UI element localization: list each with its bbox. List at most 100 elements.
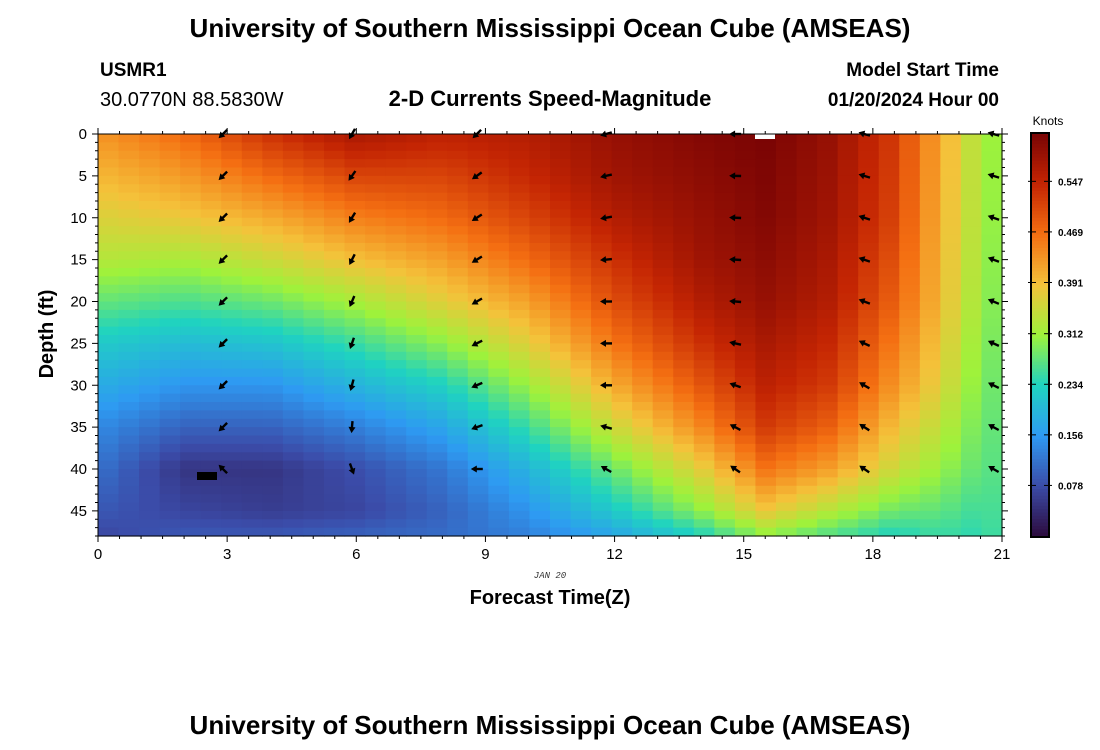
heatmap-cell [282, 293, 305, 303]
heatmap-cell [550, 167, 572, 177]
heatmap-cell [632, 284, 654, 294]
heatmap-cell [221, 318, 243, 328]
heatmap-cell [673, 485, 695, 495]
heatmap-cell [632, 201, 654, 210]
heatmap-cell [447, 494, 469, 504]
heatmap-cell [200, 318, 222, 328]
heatmap-cell [652, 360, 674, 370]
heatmap-cell [159, 251, 181, 261]
chart-subtitle: 2-D Currents Speed-Magnitude [389, 86, 712, 111]
heatmap-cell [159, 335, 181, 344]
heatmap-cell [570, 427, 592, 437]
heatmap-cell [139, 410, 161, 420]
heatmap-cell [919, 209, 941, 219]
heatmap-cell [529, 335, 551, 344]
heatmap-cell [755, 293, 777, 303]
arrow-head [729, 172, 736, 180]
heatmap-cell [508, 460, 531, 470]
heatmap-cell [344, 201, 366, 210]
current-arrow [600, 381, 612, 389]
heatmap-cell [529, 460, 551, 470]
arrow-head [471, 382, 479, 389]
heatmap-cell [303, 251, 325, 261]
heatmap-cell [180, 226, 202, 236]
heatmap-cell [365, 368, 387, 378]
colorbar-segment [1032, 304, 1048, 309]
colorbar-segment [1032, 207, 1048, 212]
heatmap-cell [365, 519, 387, 529]
heatmap-cell [837, 251, 859, 261]
heatmap-cell [159, 326, 181, 336]
heatmap-cell [303, 209, 325, 219]
current-arrow [729, 382, 742, 389]
heatmap-cell [611, 360, 633, 370]
heatmap-cell [221, 268, 243, 277]
heatmap-cell [159, 142, 181, 152]
heatmap-cell [693, 418, 715, 428]
heatmap-cell [591, 351, 613, 361]
heatmap-cell [385, 259, 407, 269]
heatmap-cell [98, 485, 120, 495]
heatmap-cell [365, 343, 387, 353]
heatmap-cell [180, 209, 202, 219]
heatmap-cell [858, 351, 880, 361]
heatmap-cell [796, 402, 818, 411]
heatmap-cell [550, 410, 572, 420]
heatmap-cell [899, 527, 921, 537]
heatmap-cell [139, 301, 161, 311]
heatmap-cell [960, 276, 983, 286]
heatmap-cell [365, 276, 387, 286]
heatmap-cell [447, 335, 469, 344]
heatmap-cell [118, 251, 140, 261]
heatmap-cell [282, 159, 305, 169]
heatmap-cell [940, 402, 962, 411]
heatmap-cell [508, 192, 531, 202]
heatmap-cell [324, 242, 346, 252]
heatmap-cell [981, 251, 1003, 261]
heatmap-cell [570, 343, 592, 353]
heatmap-cell [406, 251, 428, 261]
heatmap-cell [118, 477, 140, 487]
heatmap-cell [693, 469, 715, 478]
heatmap-cell [817, 142, 839, 152]
heatmap-cell [447, 402, 469, 411]
colorbar-segment [1032, 164, 1048, 169]
heatmap-cell [262, 510, 284, 520]
heatmap-cell [118, 418, 140, 428]
heatmap-cell [858, 376, 880, 386]
heatmap-cell [960, 502, 983, 512]
heatmap-cell [508, 159, 531, 169]
heatmap-cell [200, 159, 222, 169]
heatmap-cell [837, 502, 859, 512]
heatmap-cell [488, 376, 510, 386]
y-tick-label: 30 [70, 377, 87, 394]
heatmap-cell [488, 460, 510, 470]
heatmap-cell [817, 477, 839, 487]
heatmap-cell [632, 226, 654, 236]
heatmap-cell [734, 268, 757, 277]
heatmap-cell [673, 385, 695, 395]
heatmap-cell [632, 217, 654, 227]
heatmap-cell [673, 293, 695, 303]
heatmap-cell [919, 360, 941, 370]
heatmap-cell [734, 443, 757, 453]
colorbar-segment [1032, 331, 1048, 336]
colorbar-segment [1032, 341, 1048, 346]
heatmap-cell [714, 309, 736, 319]
heatmap-cell [591, 217, 613, 227]
heatmap-cell [221, 402, 243, 411]
heatmap-cell [652, 452, 674, 462]
heatmap-cell [776, 209, 798, 219]
heatmap-cell [673, 443, 695, 453]
heatmap-cell [344, 159, 366, 169]
heatmap-cell [837, 175, 859, 185]
heatmap-cell [693, 284, 715, 294]
heatmap-cell [837, 519, 859, 529]
heatmap-cell [159, 150, 181, 160]
heatmap-cell [282, 276, 305, 286]
heatmap-cell [467, 134, 489, 143]
heatmap-cell [139, 259, 161, 269]
heatmap-cell [344, 192, 366, 202]
heatmap-cell [426, 435, 448, 445]
heatmap-cell [632, 410, 654, 420]
